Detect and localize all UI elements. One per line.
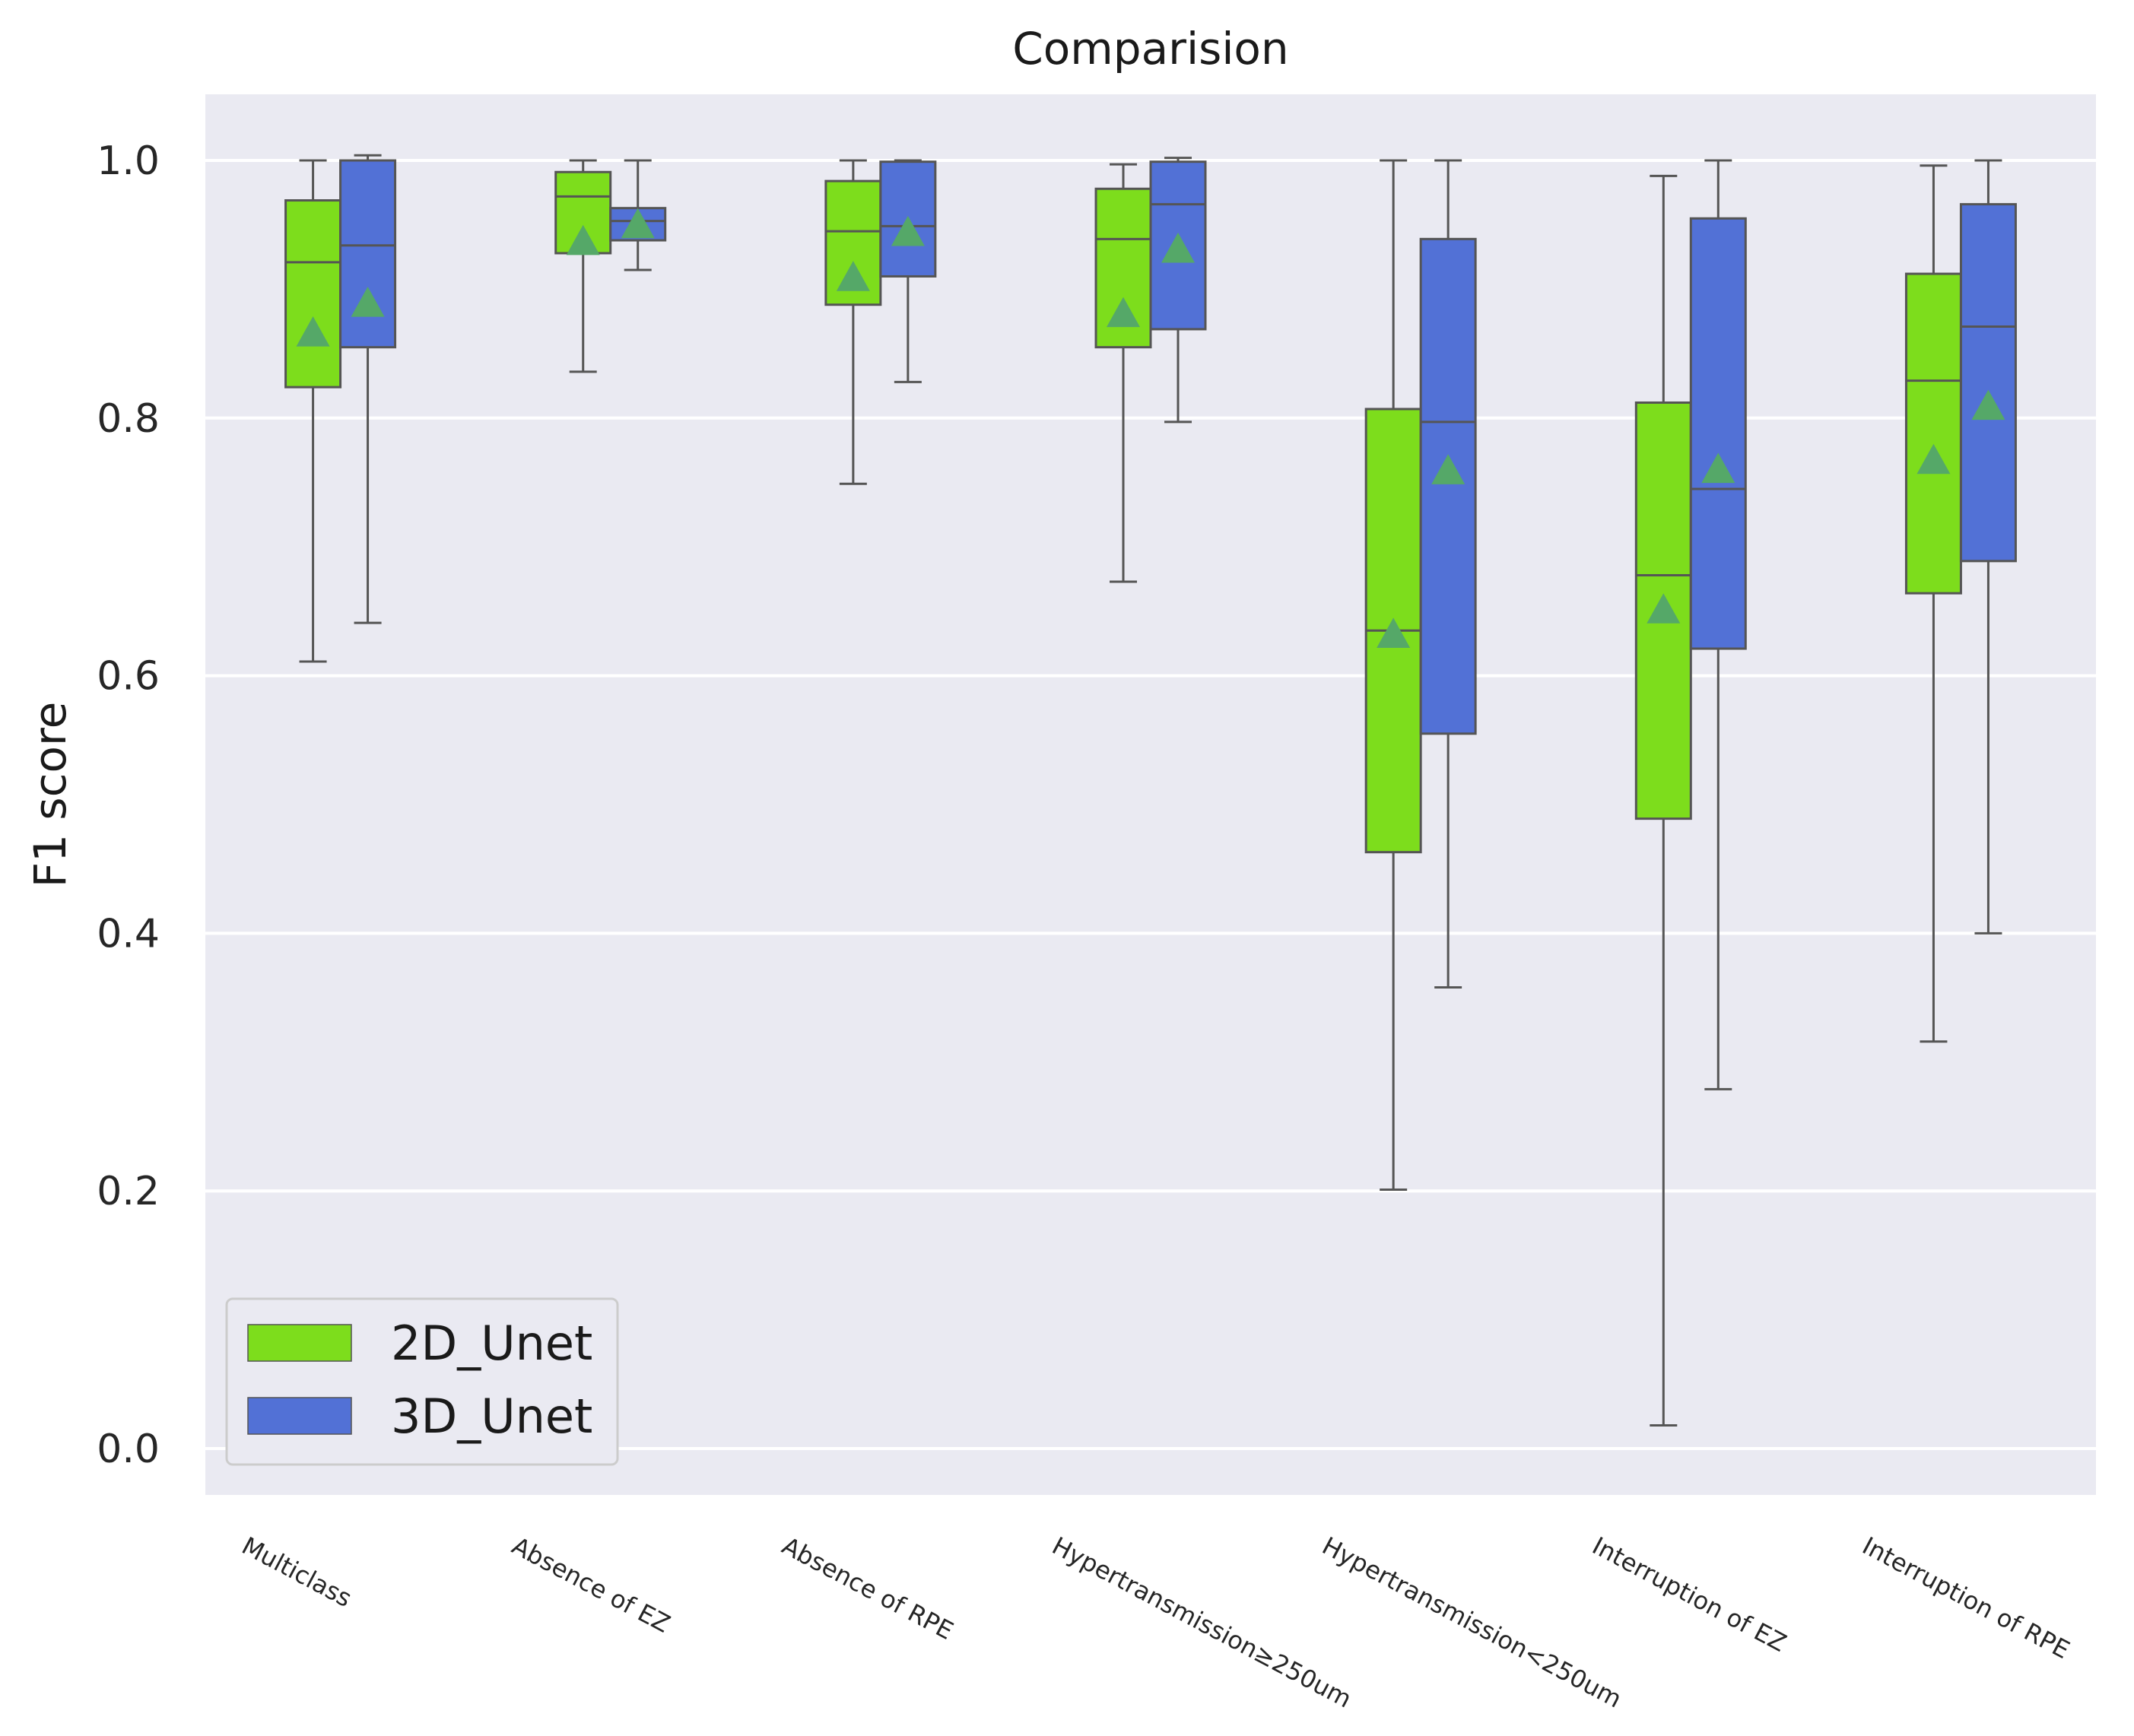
legend-swatch-2d-unet bbox=[247, 1324, 352, 1362]
box-group bbox=[284, 159, 342, 663]
box-group bbox=[1959, 159, 2017, 935]
legend: 2D_Unet 3D_Unet bbox=[225, 1297, 619, 1466]
mean-marker bbox=[1971, 389, 2005, 421]
x-tick-label: Multiclass bbox=[237, 1531, 357, 1614]
box bbox=[1689, 217, 1747, 650]
box-group bbox=[1149, 157, 1207, 424]
mean-marker bbox=[1647, 593, 1681, 624]
box bbox=[284, 199, 342, 389]
x-tick-label: Hypertransmission≥250um bbox=[1047, 1531, 1356, 1714]
mean-marker bbox=[351, 287, 385, 317]
y-tick-label: 1.0 bbox=[97, 138, 160, 184]
chart-title: Comparision bbox=[1012, 23, 1288, 75]
mean-marker bbox=[1107, 297, 1140, 328]
x-tick-label: Absence of EZ bbox=[507, 1531, 675, 1639]
mean-marker bbox=[566, 224, 600, 255]
y-tick-label: 0.0 bbox=[97, 1427, 160, 1472]
mean-marker bbox=[836, 261, 870, 291]
mean-marker bbox=[1431, 454, 1466, 484]
x-tick-label: Absence of RPE bbox=[777, 1531, 958, 1646]
y-axis-label: F1 score bbox=[24, 702, 76, 888]
x-tick-label: Hypertransmission<250um bbox=[1317, 1531, 1626, 1714]
y-tick-label: 0.6 bbox=[97, 654, 160, 700]
box-group bbox=[1904, 164, 1962, 1043]
mean-marker bbox=[621, 208, 655, 239]
y-tick-labels: 0.0 0.2 0.4 0.6 0.8 1.0 bbox=[97, 138, 160, 1472]
series-2d-unet bbox=[284, 159, 1962, 1427]
box-group bbox=[1094, 163, 1152, 583]
box-series bbox=[284, 154, 2017, 1427]
legend-label-2d-unet: 2D_Unet bbox=[391, 1315, 592, 1371]
box-group bbox=[609, 159, 667, 271]
legend-label-3d-unet: 3D_Unet bbox=[391, 1388, 592, 1444]
box-group bbox=[1364, 159, 1422, 1192]
mean-marker bbox=[296, 316, 330, 347]
box bbox=[339, 159, 397, 349]
mean-marker bbox=[1377, 617, 1411, 648]
legend-swatch-3d-unet bbox=[247, 1397, 352, 1435]
box-group bbox=[339, 154, 397, 624]
mean-marker bbox=[1701, 452, 1735, 484]
mean-marker bbox=[1916, 443, 1951, 474]
box-group bbox=[879, 159, 937, 383]
x-tick-labels: Multiclass Absence of EZ Absence of RPE Hyp… bbox=[237, 1531, 2075, 1714]
box bbox=[1904, 272, 1962, 595]
box bbox=[1419, 237, 1477, 735]
box bbox=[1149, 160, 1207, 331]
box-group bbox=[554, 159, 612, 373]
x-tick-label: Interruption of RPE bbox=[1858, 1531, 2075, 1665]
box-group bbox=[1689, 159, 1747, 1090]
mean-marker bbox=[1161, 232, 1195, 263]
x-tick-label: Interruption of EZ bbox=[1588, 1531, 1792, 1658]
y-tick-label: 0.4 bbox=[97, 911, 160, 957]
box-group bbox=[824, 159, 882, 485]
box-group bbox=[1419, 159, 1477, 989]
y-tick-label: 0.2 bbox=[97, 1169, 160, 1214]
box bbox=[1959, 203, 2017, 563]
series-3d-unet bbox=[339, 154, 2017, 1090]
y-tick-label: 0.8 bbox=[97, 396, 160, 442]
mean-marker bbox=[891, 215, 925, 246]
